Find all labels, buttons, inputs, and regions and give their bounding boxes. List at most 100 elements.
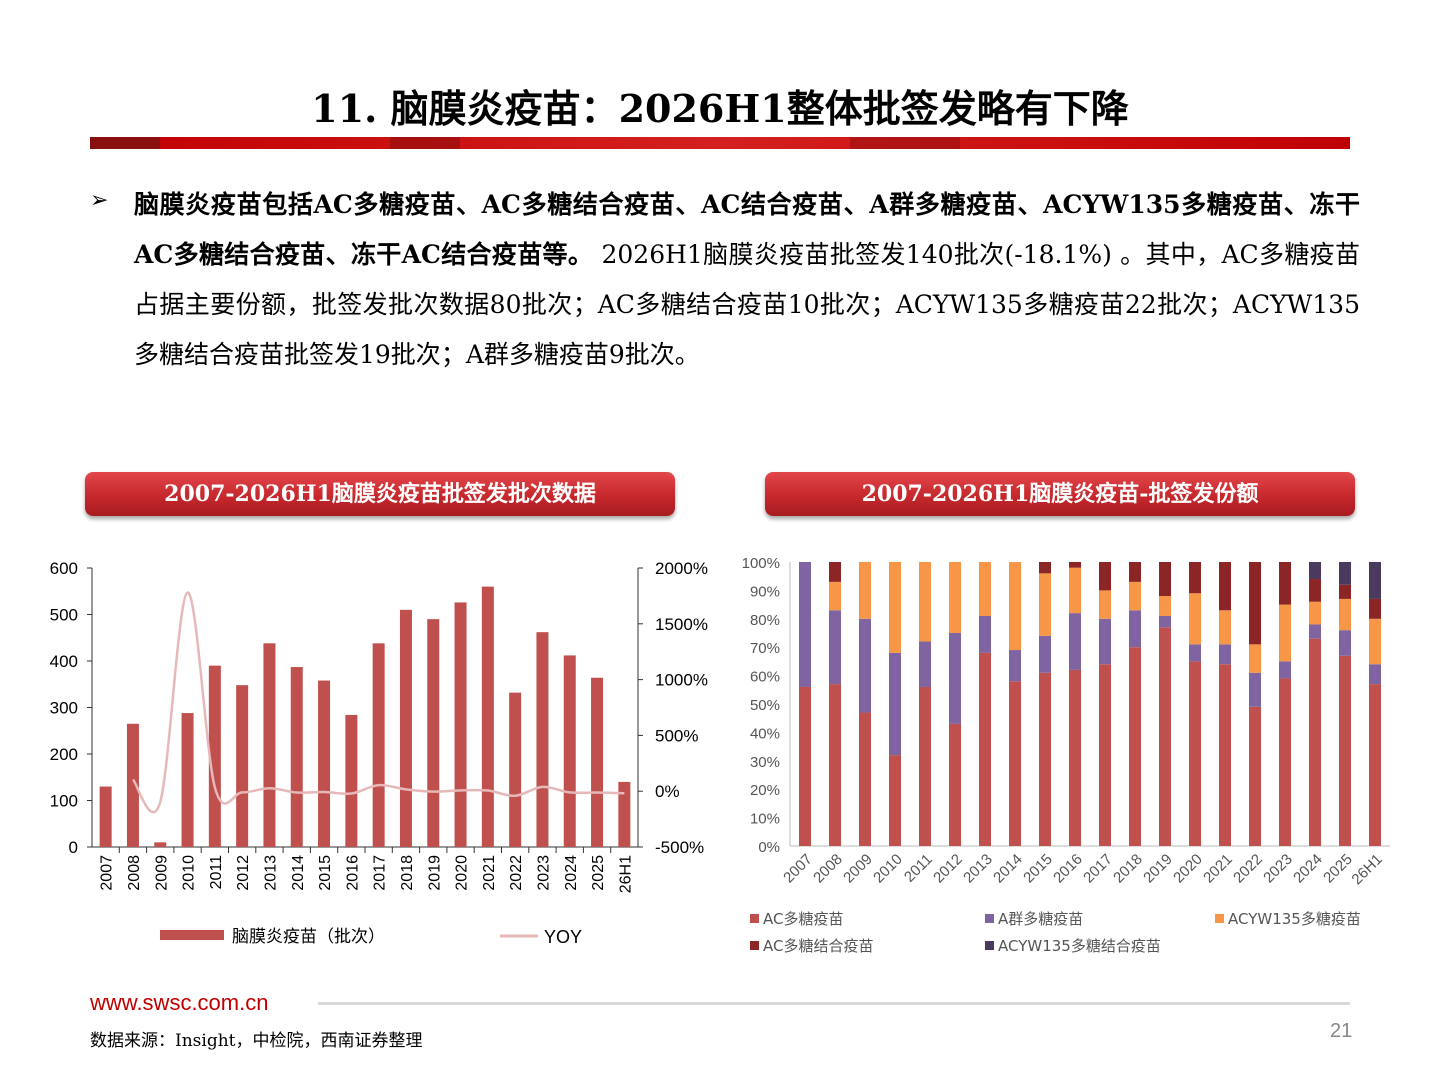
data-source: 数据来源：Insight，中检院，西南证券整理 <box>90 1031 423 1051</box>
bar-batches <box>618 781 631 847</box>
footer-url[interactable]: www.swsc.com.cn <box>90 990 269 1015</box>
y-tick-label-left: 100 <box>50 792 78 811</box>
stacked-bar-segment <box>1339 562 1351 585</box>
legend-label-yoy: YOY <box>544 927 582 947</box>
stacked-bar-segment <box>1189 562 1201 594</box>
stacked-bar-segment <box>1339 630 1351 656</box>
stacked-bar-segment <box>1339 598 1351 631</box>
stacked-bar-segment <box>1279 661 1291 679</box>
bar-batches <box>509 692 522 847</box>
y-tick-label-left: 300 <box>50 699 78 718</box>
x-tick-label: 2018 <box>399 855 416 891</box>
stacked-bar-segment <box>889 562 901 653</box>
legend-label: AC多糖疫苗 <box>763 910 843 928</box>
x-tick-label: 2015 <box>317 855 334 891</box>
stacked-bar-segment <box>829 684 841 846</box>
y-tick-label-right: 1000% <box>655 671 708 690</box>
stacked-bar-segment <box>1339 584 1351 599</box>
legend-label: A群多糖疫苗 <box>998 910 1083 928</box>
x-tick-label: 2007 <box>99 855 116 891</box>
y-tick-label-right: -500% <box>655 838 704 857</box>
x-tick-label: 2011 <box>208 855 225 890</box>
legend-label-bars: 脑膜炎疫苗（批次） <box>232 927 385 947</box>
x-tick-label: 2010 <box>181 855 198 891</box>
x-tick-label: 2008 <box>126 855 143 891</box>
stacked-bar-segment <box>1309 638 1321 846</box>
stacked-bar-segment <box>859 562 871 619</box>
x-tick-label: 2010 <box>870 851 906 887</box>
stacked-bar-segment <box>1369 598 1381 619</box>
stacked-bar-segment <box>1009 650 1021 682</box>
stacked-bar-segment <box>1099 590 1111 619</box>
y-tick-label-right: 500% <box>655 726 698 745</box>
x-tick-label: 2014 <box>290 855 307 891</box>
stacked-bar-segment <box>1339 655 1351 846</box>
stacked-bar-segment <box>1249 706 1261 846</box>
stacked-bar-segment <box>1369 618 1381 665</box>
x-tick-label: 26H1 <box>1348 851 1385 888</box>
stacked-bar-segment <box>1279 562 1291 605</box>
x-tick-label: 2022 <box>1230 851 1266 887</box>
stacked-bar-segment <box>1129 581 1141 611</box>
bar-batches <box>536 632 549 847</box>
stacked-bar-segment <box>979 615 991 653</box>
bar-batches <box>481 586 494 847</box>
bar-batches <box>372 643 385 847</box>
x-tick-label: 2013 <box>262 855 279 891</box>
bar-batches <box>154 842 167 847</box>
stacked-bar-segment <box>799 686 811 846</box>
stacked-bar-segment <box>1099 664 1111 846</box>
stacked-bar-segment <box>829 562 841 582</box>
x-tick-label: 2021 <box>1200 851 1236 887</box>
bar-batches <box>126 723 139 847</box>
stacked-bar-segment <box>829 581 841 611</box>
stacked-bar-segment <box>1069 562 1081 568</box>
x-tick-label: 26H1 <box>617 855 634 893</box>
legend-label: ACYW135多糖结合疫苗 <box>998 937 1161 955</box>
stacked-bar-segment <box>1189 644 1201 662</box>
x-tick-label: 2024 <box>563 855 580 891</box>
stacked-bar-segment <box>1309 624 1321 639</box>
stacked-bar-segment <box>1219 664 1231 846</box>
stacked-bar-segment <box>1159 627 1171 846</box>
stacked-bar-segment <box>1039 635 1051 673</box>
x-tick-label: 2014 <box>990 851 1026 887</box>
stacked-bar-segment <box>1219 610 1231 645</box>
x-tick-label: 2024 <box>1290 851 1326 887</box>
stacked-bar-segment <box>1249 562 1261 645</box>
stacked-bar-segment <box>1309 562 1321 580</box>
stacked-bar-segment <box>1309 579 1321 602</box>
stacked-bar-segment <box>1039 573 1051 636</box>
y-tick-label: 80% <box>750 612 780 629</box>
y-tick-label: 10% <box>750 811 780 828</box>
x-tick-label: 2025 <box>1320 851 1356 887</box>
x-tick-label: 2016 <box>344 855 361 891</box>
y-tick-label: 90% <box>750 583 780 600</box>
stacked-bar-segment <box>979 652 991 846</box>
stacked-bar-segment <box>889 755 901 846</box>
x-tick-label: 2019 <box>1140 851 1176 887</box>
stacked-bar-segment <box>1279 678 1291 846</box>
stacked-bar-segment <box>919 686 931 846</box>
page-title: 11. 脑膜炎疫苗：2026H1整体批签发略有下降 <box>311 86 1129 131</box>
stacked-bar-segment <box>859 712 871 846</box>
legend-swatch-bars <box>160 930 224 940</box>
stacked-bar-segment <box>1039 672 1051 846</box>
x-tick-label: 2009 <box>840 851 876 887</box>
stacked-bar-segment <box>1009 681 1021 846</box>
bullet-bold-text: 脑膜炎疫苗包括AC多糖疫苗、AC多糖结合疫苗、AC结合疫苗、A群多糖疫苗、ACY… <box>134 190 1360 269</box>
legend-swatch <box>985 914 994 923</box>
x-tick-label: 2022 <box>508 855 525 891</box>
legend-swatch <box>750 941 759 950</box>
x-tick-label: 2009 <box>153 855 170 891</box>
stacked-bar-segment <box>919 562 931 642</box>
x-tick-label: 2025 <box>590 855 607 891</box>
x-tick-label: 2012 <box>930 851 966 887</box>
right-chart-title: 2007-2026H1脑膜炎疫苗-批签发份额 <box>765 472 1355 516</box>
stacked-bar-segment <box>859 618 871 713</box>
stacked-bar-segment <box>1159 615 1171 628</box>
legend-label: AC多糖结合疫苗 <box>763 937 873 955</box>
stacked-bar-segment <box>1129 562 1141 582</box>
summary-paragraph: ➢ 脑膜炎疫苗包括AC多糖疫苗、AC多糖结合疫苗、AC结合疫苗、A群多糖疫苗、A… <box>90 180 1360 380</box>
stacked-bar-segment <box>1219 562 1231 611</box>
